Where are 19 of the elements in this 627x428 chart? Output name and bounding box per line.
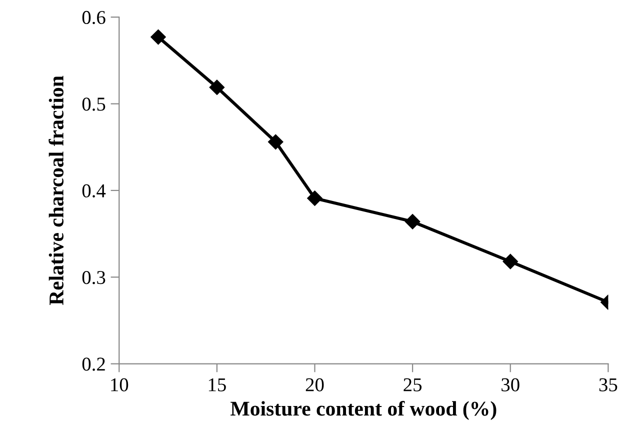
point (268, 134, 284, 150)
y-axis-title: Relative charcoal fraction (48, 76, 64, 306)
x-tick-label: 35 (599, 378, 618, 392)
x-tick-label: 25 (404, 378, 422, 392)
x-tick-label: 10 (111, 378, 128, 392)
y-tick-label: 0.6 (82, 10, 106, 24)
x-tick-label: 30 (502, 378, 520, 392)
y-tick-label: 0.5 (82, 98, 106, 111)
point (209, 80, 225, 95)
point (502, 254, 518, 270)
y-tick-label: 0.3 (82, 270, 106, 284)
point (307, 190, 322, 206)
y-tick-label: 0.2 (82, 358, 105, 371)
point (150, 29, 166, 45)
x-axis-title: Moisture content of wood (%) (230, 400, 496, 420)
x-tick-label: 20 (306, 378, 324, 392)
x-tick-label: 15 (208, 378, 226, 392)
point (404, 214, 420, 230)
y-tick-label: 0.4 (82, 184, 106, 198)
